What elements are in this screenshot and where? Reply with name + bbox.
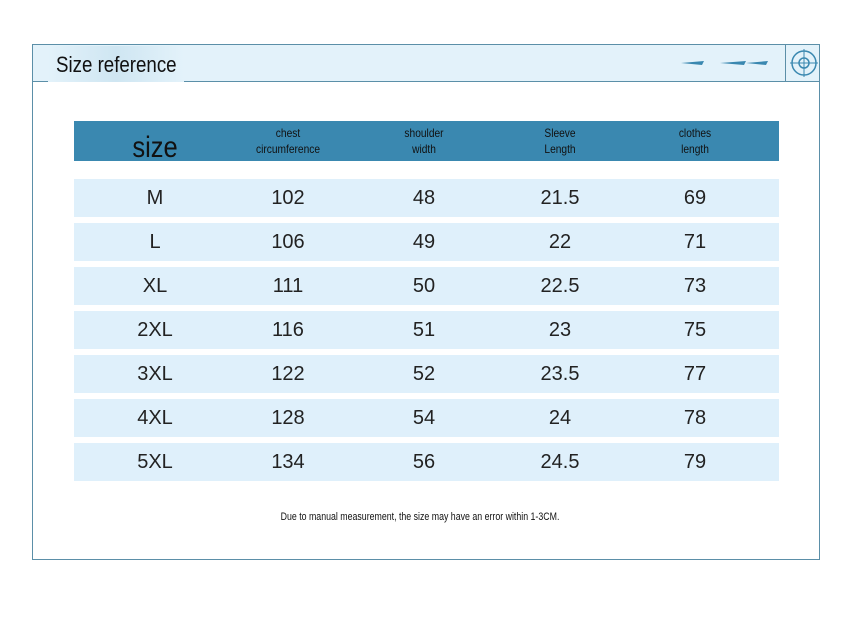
table-cell: 102 <box>271 187 305 209</box>
header-text: size <box>132 131 178 164</box>
header-text: Sleeve <box>544 126 576 140</box>
table-cell: 111 <box>272 275 304 297</box>
table-cell: 106 <box>271 231 305 253</box>
table-cell: 24.5 <box>540 451 580 473</box>
table-cell: 51 <box>412 319 436 341</box>
table-cell: 3XL <box>137 363 173 385</box>
table-cell: 77 <box>683 363 707 385</box>
table-cell: 22.5 <box>540 275 580 297</box>
table-cell: 56 <box>412 451 436 473</box>
table-cell: 50 <box>412 275 436 297</box>
table-row: L 106 49 22 71 <box>74 223 779 261</box>
header-cell: size <box>100 121 211 164</box>
table-cell: 23 <box>548 319 572 341</box>
table-cell: 23.5 <box>540 363 580 385</box>
title-tab <box>48 46 184 82</box>
header-text: Length <box>544 142 576 156</box>
header-text: shoulder <box>404 126 444 140</box>
table-cell: 116 <box>272 319 304 341</box>
table-cell: 122 <box>271 363 305 385</box>
table-row: 4XL 128 54 24 78 <box>74 399 779 437</box>
arrows <box>681 61 768 65</box>
table-row: M 102 48 21.5 69 <box>74 179 779 217</box>
table-cell: 48 <box>412 187 436 209</box>
table-cell: L <box>149 231 161 253</box>
table-row: 5XL 134 56 24.5 79 <box>74 443 779 481</box>
header-text: width <box>412 142 436 156</box>
table-cell: M <box>146 187 164 209</box>
table-cell: 5XL <box>137 451 173 473</box>
header-cell: shoulder width <box>369 121 480 161</box>
table-header: size chest circumference shoulder width Sleev… <box>74 121 779 164</box>
table-cell: 24 <box>548 407 572 429</box>
table-cell: 22 <box>548 231 572 253</box>
table-cell: 73 <box>683 275 707 297</box>
target-icon <box>790 49 818 77</box>
title: Size reference <box>56 52 177 77</box>
table-cell: 4XL <box>137 407 173 429</box>
table-cell: 69 <box>683 187 707 209</box>
table-cell: 134 <box>271 451 305 473</box>
table-cell: 54 <box>412 407 436 429</box>
table-cell: 21.5 <box>540 187 580 209</box>
table-cell: 2XL <box>137 319 173 341</box>
header-text: length <box>681 142 709 156</box>
header-cell: chest circumference <box>233 121 344 161</box>
icon-box <box>785 44 822 82</box>
table-cell: XL <box>142 275 168 297</box>
table-row: 2XL 116 51 23 75 <box>74 311 779 349</box>
table-cell: 49 <box>412 231 436 253</box>
header-text: circumference <box>255 142 321 156</box>
header-cell: clothes length <box>640 121 751 161</box>
table-cell: 79 <box>683 451 707 473</box>
table-row: XL 111 50 22.5 73 <box>74 267 779 305</box>
header-text: clothes <box>678 126 712 140</box>
note: Due to manual measurement, the size may … <box>280 511 560 523</box>
table-cell: 52 <box>412 363 436 385</box>
header-cell: Sleeve Length <box>505 121 616 161</box>
table-cell: 71 <box>683 231 707 253</box>
table-cell: 78 <box>683 407 707 429</box>
header-text: chest <box>275 126 301 140</box>
table-row: 3XL 122 52 23.5 77 <box>74 355 779 393</box>
table-cell: 128 <box>271 407 305 429</box>
table-cell: 75 <box>683 319 707 341</box>
